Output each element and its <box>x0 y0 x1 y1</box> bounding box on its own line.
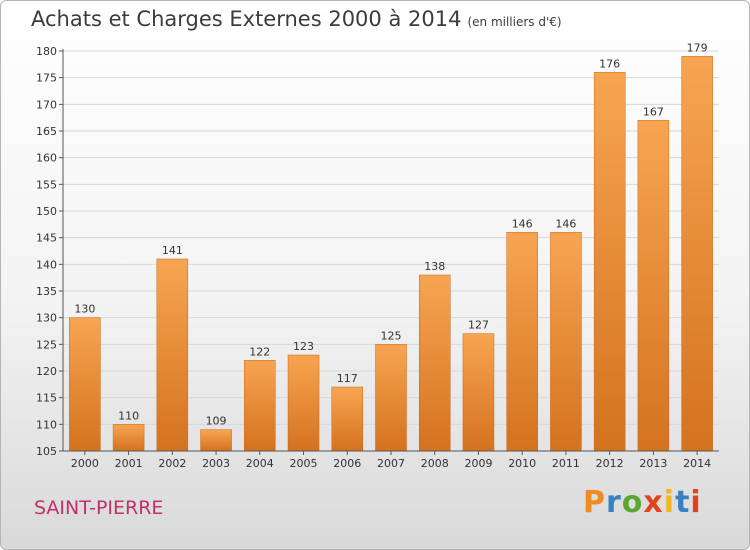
data-label: 146 <box>555 217 576 230</box>
data-label: 141 <box>162 244 183 257</box>
x-tick-label: 2011 <box>552 457 580 470</box>
y-tick-label: 115 <box>36 392 57 405</box>
x-tick-label: 2001 <box>115 457 143 470</box>
x-tick-label: 2002 <box>158 457 186 470</box>
x-tick-label: 2012 <box>596 457 624 470</box>
data-label: 167 <box>643 105 664 118</box>
data-label: 123 <box>293 340 314 353</box>
x-tick-label: 2007 <box>377 457 405 470</box>
x-axis: 2000 2001 2002 2003 2004 2005 2006 2007 2008 2009… <box>63 450 719 470</box>
proxiti-logo: Proxiti <box>583 485 702 520</box>
bar-2004 <box>244 360 276 452</box>
data-label: 109 <box>206 415 227 428</box>
data-label: 146 <box>512 217 533 230</box>
x-tick-label: 2005 <box>290 457 318 470</box>
x-tick-label: 2006 <box>333 457 361 470</box>
x-tick-label: 2009 <box>464 457 492 470</box>
data-label: 122 <box>249 345 270 358</box>
x-tick-label: 2010 <box>508 457 536 470</box>
y-tick-label: 145 <box>36 232 57 245</box>
bar-2008 <box>418 274 451 452</box>
logo-letter: P <box>583 485 606 520</box>
bar-2005 <box>287 354 320 452</box>
bar-2000 <box>69 317 101 452</box>
data-label: 117 <box>337 372 358 385</box>
y-tick-label: 125 <box>36 338 57 351</box>
place-name: SAINT-PIERRE <box>34 497 164 519</box>
y-tick-label: 130 <box>36 312 57 325</box>
data-label: 110 <box>118 409 139 422</box>
bar-2006 <box>331 386 364 452</box>
chart-title: Achats et Charges Externes 2000 à 2014 (e… <box>31 7 562 31</box>
data-label: 138 <box>424 260 445 273</box>
bar-2011 <box>550 232 582 452</box>
bar-2014 <box>681 56 713 452</box>
y-tick-label: 150 <box>36 205 57 218</box>
y-tick-label: 110 <box>36 418 57 431</box>
bar-2001 <box>112 424 145 452</box>
logo-letter: i <box>663 485 676 520</box>
logo-letter: r <box>606 485 622 520</box>
logo-letter: i <box>690 485 702 520</box>
logo-letter: x <box>643 485 664 520</box>
logo-letter: t <box>675 485 691 520</box>
y-tick-label: 180 <box>36 45 57 58</box>
x-tick-label: 2014 <box>683 457 711 470</box>
x-tick-label: 2000 <box>71 457 99 470</box>
bars <box>69 56 713 452</box>
logo-letter: o <box>621 485 644 520</box>
x-tick-label: 2003 <box>202 457 230 470</box>
bar-2003 <box>200 429 232 452</box>
data-label: 130 <box>74 303 95 316</box>
title-text: Achats et Charges Externes 2000 à 2014 <box>31 7 462 31</box>
y-tick-label: 155 <box>36 178 57 191</box>
y-tick-label: 135 <box>36 285 57 298</box>
y-tick-label: 160 <box>36 152 57 165</box>
bar-2009 <box>462 333 495 452</box>
data-labels: 130 110 141 109 122 123 117 125 138 127 146 146 176 1… <box>74 41 707 427</box>
bar-2007 <box>375 344 407 452</box>
bar-2002 <box>156 258 189 452</box>
y-tick-label: 140 <box>36 258 57 271</box>
y-tick-label: 105 <box>36 445 57 458</box>
data-label: 179 <box>687 41 708 54</box>
data-label: 127 <box>468 319 489 332</box>
bar-2013 <box>637 120 670 452</box>
y-tick-label: 175 <box>36 72 57 85</box>
bar-2012 <box>593 72 626 452</box>
y-axis: 105 110 115 120 125 130 135 140 145 150 155 160 165 1… <box>36 45 64 458</box>
x-tick-label: 2013 <box>639 457 667 470</box>
x-tick-label: 2004 <box>246 457 274 470</box>
unit-label: (en milliers d'€) <box>467 15 562 29</box>
y-tick-label: 170 <box>36 98 57 111</box>
bar-2010 <box>506 232 538 452</box>
x-tick-label: 2008 <box>421 457 449 470</box>
y-tick-label: 120 <box>36 365 57 378</box>
y-tick-label: 165 <box>36 125 57 138</box>
data-label: 176 <box>599 57 620 70</box>
data-label: 125 <box>381 329 402 342</box>
